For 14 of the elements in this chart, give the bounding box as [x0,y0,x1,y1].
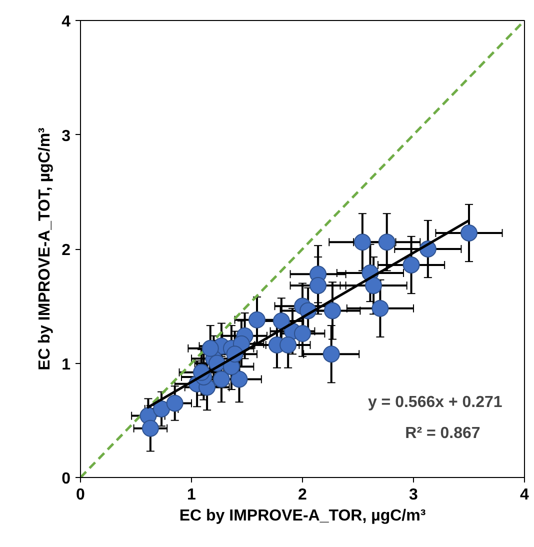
x-tick-label: 1 [187,486,196,504]
y-tick-label: 4 [62,14,71,30]
y-tick-label: 1 [62,356,71,374]
y-tick-label: 0 [62,470,71,488]
x-tick-label: 0 [76,486,86,504]
x-tick-label: 4 [520,486,530,504]
x-tick-label: 2 [298,486,308,504]
annotation: y = 0.566x + 0.271 [368,394,502,412]
y-axis-title: EC by IMPROVE-A_TOT, µgC/m³ [36,128,54,370]
x-axis-title: EC by IMPROVE-A_TOR, µgC/m³ [179,508,426,524]
y-tick-label: 3 [62,128,71,145]
annotation: R² = 0.867 [405,425,480,442]
y-tick-label: 2 [62,242,71,259]
x-tick-label: 3 [409,486,418,504]
